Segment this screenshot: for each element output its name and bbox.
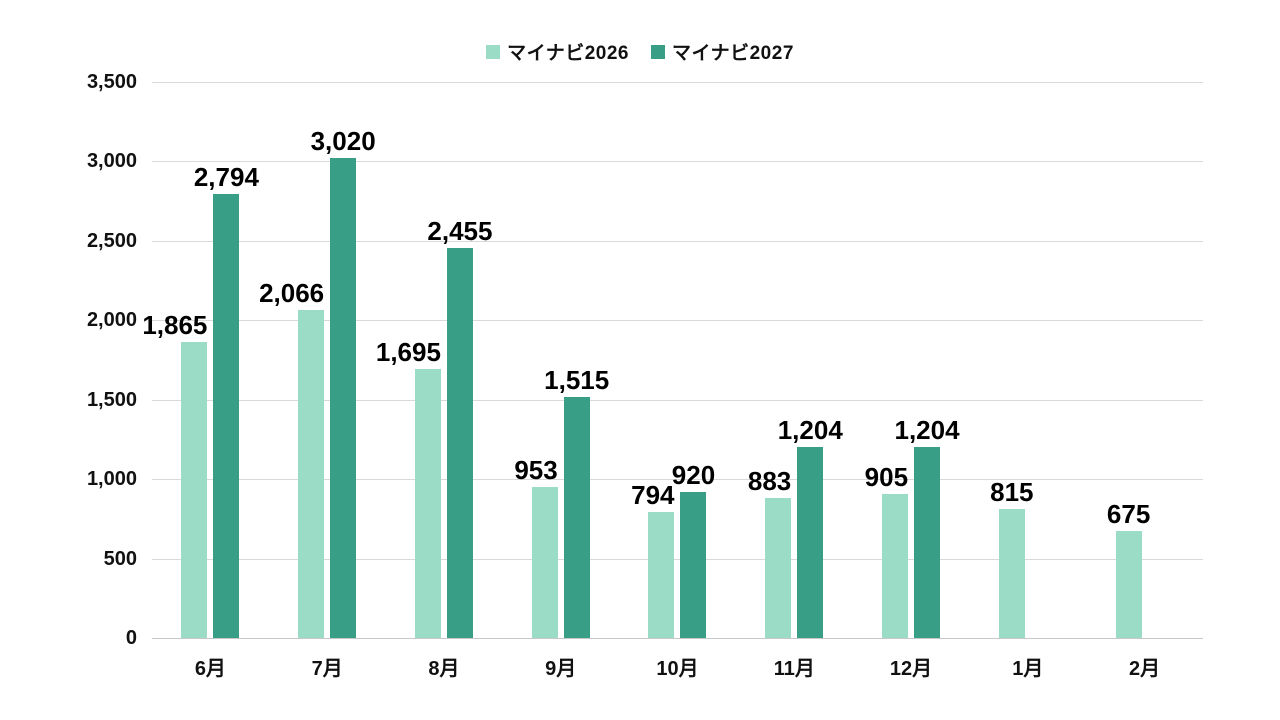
bar-series2-5 — [680, 492, 707, 638]
value-label-series1-4: 953 — [514, 454, 558, 485]
category-slot-3: 1,695 2,455 — [376, 82, 503, 638]
value-label-series2-6: 1,204 — [777, 414, 843, 445]
y-tick-label: 1,000 — [86, 468, 137, 491]
x-tick-label-6: 11月 — [773, 658, 815, 680]
x-tick-label-3: 8月 — [428, 658, 460, 680]
bar-series2-7 — [914, 447, 941, 638]
value-label-series2-7: 1,204 — [894, 414, 960, 445]
gridline-2000 — [152, 320, 1203, 322]
bar-series2-6 — [797, 447, 824, 638]
gridline-1500 — [152, 399, 1203, 401]
category-slot-5: 794 920 — [619, 82, 736, 638]
bar-series1-6 — [765, 498, 792, 638]
bar-series1-2 — [298, 310, 325, 638]
gridline-2500 — [152, 240, 1203, 242]
category-slot-4: 953 1,515 — [502, 82, 619, 638]
chart-legend: マイナビ2026 マイナビ2027 — [0, 38, 1280, 65]
value-label-series1-7: 905 — [864, 461, 909, 492]
legend-item-mynavi2026: マイナビ2026 — [486, 38, 629, 65]
value-label-series1-8: 815 — [990, 476, 1034, 507]
value-label-series2-3: 2,455 — [427, 215, 493, 246]
y-tick-label: 0 — [125, 627, 137, 649]
bar-series2-2 — [330, 158, 357, 638]
legend-label-series1: マイナビ2026 — [507, 43, 629, 64]
category-slot-6: 883 1,204 — [736, 82, 853, 638]
x-tick-label-8: 1月 — [1012, 658, 1044, 680]
legend-item-mynavi2027: マイナビ2027 — [651, 38, 794, 65]
x-tick-label-2: 7月 — [311, 658, 343, 680]
bar-series1-5 — [648, 512, 675, 638]
bar-series2-1 — [213, 194, 240, 638]
category-slot-7: 905 1,204 — [853, 82, 970, 638]
y-tick-label: 3,000 — [86, 150, 137, 173]
x-tick-label-5: 10月 — [656, 658, 699, 680]
legend-swatch-series2 — [651, 44, 665, 59]
value-label-series2-4: 1,515 — [544, 364, 610, 395]
value-label-series1-9: 675 — [1106, 498, 1151, 529]
gridline-3500 — [152, 82, 1203, 83]
x-axis-line — [152, 638, 1203, 639]
value-label-series2-2: 3,020 — [310, 125, 376, 156]
bar-series2-3 — [446, 248, 473, 638]
value-label-series2-1: 2,794 — [193, 161, 259, 192]
gridline-3000 — [152, 161, 1203, 163]
bar-series1-9 — [1115, 531, 1142, 638]
gridline-500 — [152, 558, 1203, 560]
x-tick-label-4: 9月 — [545, 658, 577, 680]
category-slot-1: 1,865 2,794 — [142, 82, 269, 638]
legend-label-series2: マイナビ2027 — [672, 43, 794, 64]
bar-series1-1 — [181, 342, 208, 638]
y-tick-label: 2,000 — [86, 309, 137, 332]
x-tick-label-1: 6月 — [194, 658, 226, 680]
category-slot-2: 2,066 3,020 — [259, 82, 386, 638]
value-label-series1-5: 794 — [631, 479, 675, 510]
y-tick-label: 3,500 — [86, 71, 137, 93]
x-tick-label-9: 2月 — [1129, 658, 1161, 680]
category-slot-9: 675 — [1086, 82, 1203, 638]
value-label-series1-6: 883 — [747, 465, 792, 496]
value-label-series1-1: 1,865 — [142, 309, 208, 340]
bar-series2-4 — [563, 397, 590, 638]
value-label-series1-2: 2,066 — [259, 277, 325, 308]
plot-area: 1,865 2,794 2,066 3,020 1,695 2,455 953 1,515 79… — [142, 82, 1203, 639]
legend-swatch-series1 — [486, 44, 501, 59]
bar-series1-4 — [531, 487, 558, 638]
bar-series1-7 — [882, 494, 909, 638]
value-label-series2-5: 920 — [671, 459, 716, 490]
y-tick-label: 500 — [103, 547, 137, 570]
bar-series1-3 — [414, 369, 441, 638]
y-tick-label: 2,500 — [86, 229, 137, 252]
bar-series1-8 — [998, 509, 1025, 638]
category-slot-8: 815 — [969, 82, 1086, 638]
x-tick-label-7: 12月 — [889, 658, 933, 680]
gridline-1000 — [152, 479, 1203, 481]
value-label-series1-3: 1,695 — [375, 336, 441, 367]
y-tick-label: 1,500 — [86, 388, 137, 411]
